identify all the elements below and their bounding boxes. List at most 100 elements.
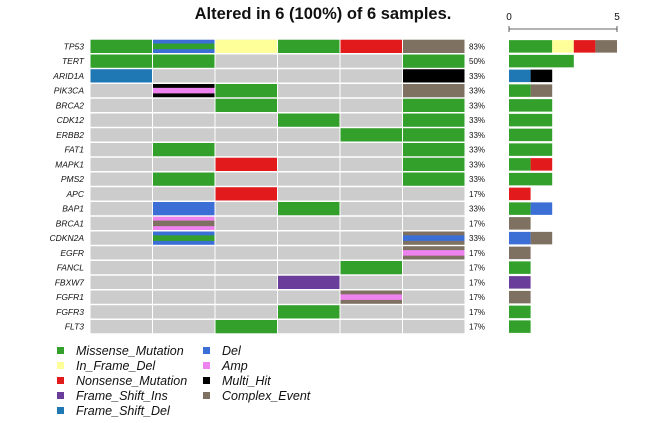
cell-inner-pik3ca-s2-amp <box>153 87 215 94</box>
gene-label-pik3ca: PIK3CA <box>54 86 85 96</box>
cell-tp53-s6-complex-event <box>403 39 465 53</box>
cell-bg-mapk1-s4 <box>278 157 340 171</box>
side-bar-axis: 0 5 <box>506 12 620 32</box>
cell-bg-cdk12-s3 <box>215 113 277 127</box>
cell-bg-mapk1-s2 <box>153 157 215 171</box>
cell-bg-mapk1-s1 <box>90 157 152 171</box>
cell-brca2-s6-missense-mutation <box>403 98 465 112</box>
cell-bg-pms2-s1 <box>90 172 152 186</box>
cell-bg-cdkn2a-s1 <box>90 231 152 245</box>
cell-cdk12-s6-missense-mutation <box>403 113 465 127</box>
gene-label-pms2: PMS2 <box>61 174 84 184</box>
cell-bg-fat1-s4 <box>278 143 340 157</box>
pct-label-mapk1: 33% <box>469 160 485 169</box>
pct-label-brca1: 17% <box>469 219 485 228</box>
cell-fat1-s2-missense-mutation <box>153 143 215 157</box>
legend-swatch-amp <box>203 362 210 369</box>
side-bar-apc-nonsense-mutation <box>509 187 531 201</box>
side-bar-mapk1-missense-mutation <box>509 158 531 171</box>
pct-label-arid1a: 33% <box>469 72 485 81</box>
cell-bg-arid1a-s2 <box>153 69 215 83</box>
cell-fancl-s5-missense-mutation <box>340 261 402 275</box>
pct-label-cdkn2a: 33% <box>469 234 485 243</box>
side-bar-tp53-nonsense-mutation <box>573 40 596 53</box>
legend-swatch-del <box>203 347 210 354</box>
side-bar-flt3-missense-mutation <box>509 320 531 333</box>
cell-erbb2-s5-missense-mutation <box>340 128 402 142</box>
side-axis-tick-label-5: 5 <box>614 12 620 23</box>
cell-bg-erbb2-s2 <box>153 128 215 142</box>
pct-label-fancl: 17% <box>469 264 485 273</box>
pct-label-pik3ca: 33% <box>469 87 485 96</box>
cell-bg-fgfr3-s6 <box>403 305 465 319</box>
cell-pik3ca-s6-complex-event <box>403 84 465 98</box>
gene-label-flt3: FLT3 <box>65 322 84 332</box>
cell-bg-pms2-s4 <box>278 172 340 186</box>
cell-bg-erbb2-s3 <box>215 128 277 142</box>
gene-label-fgfr1: FGFR1 <box>56 292 84 302</box>
legend-swatch-multi-hit <box>203 377 210 384</box>
cell-bg-fat1-s5 <box>340 143 402 157</box>
cell-bg-brca1-s3 <box>215 216 277 230</box>
cell-bg-fancl-s4 <box>278 261 340 275</box>
cell-bg-egfr-s3 <box>215 246 277 260</box>
legend-label-amp: Amp <box>221 359 248 373</box>
cell-bg-tert-s3 <box>215 54 277 68</box>
cell-bg-fgfr3-s2 <box>153 305 215 319</box>
cell-bg-cdk12-s5 <box>340 113 402 127</box>
cell-bg-apc-s4 <box>278 187 340 201</box>
side-bar-cdkn2a-del <box>509 231 531 245</box>
cell-bg-bap1-s5 <box>340 202 402 216</box>
gene-label-egfr: EGFR <box>60 248 84 258</box>
cell-bg-brca2-s1 <box>90 98 152 112</box>
cell-bg-pik3ca-s1 <box>90 84 152 98</box>
cell-bg-egfr-s4 <box>278 246 340 260</box>
cell-bg-fgfr1-s3 <box>215 290 277 304</box>
legend-label-frame-shift-del: Frame_Shift_Del <box>76 404 171 418</box>
side-bar-fgfr1-complex-event <box>509 290 531 304</box>
cell-arid1a-s1-frame-shift-del <box>90 69 152 83</box>
side-bar-egfr-complex-event <box>509 246 531 260</box>
side-bar-pik3ca-missense-mutation <box>509 84 531 97</box>
cell-bg-egfr-s2 <box>153 246 215 260</box>
cell-bg-apc-s1 <box>90 187 152 201</box>
gene-label-fbxw7: FBXW7 <box>55 277 85 287</box>
cell-inner-brca1-s2-complex-event <box>153 220 215 227</box>
legend-swatch-frame-shift-ins <box>57 392 64 399</box>
cell-bg-mapk1-s5 <box>340 157 402 171</box>
cell-pms2-s6-missense-mutation <box>403 172 465 186</box>
cell-inner-cdkn2a-s6-del <box>403 235 465 241</box>
side-bar-tert-missense-mutation <box>509 54 574 68</box>
legend-label-in-frame-del: In_Frame_Del <box>76 359 156 373</box>
cell-bg-brca2-s5 <box>340 98 402 112</box>
cell-tp53-s4-missense-mutation <box>278 39 340 53</box>
cell-bg-fbxw7-s5 <box>340 275 402 289</box>
side-bar-cdkn2a-complex-event <box>530 231 553 245</box>
side-bar-mapk1-nonsense-mutation <box>530 158 553 171</box>
cell-bg-fbxw7-s6 <box>403 275 465 289</box>
cell-bg-cdk12-s1 <box>90 113 152 127</box>
cell-bg-arid1a-s3 <box>215 69 277 83</box>
gene-label-cdk12: CDK12 <box>57 115 85 125</box>
gene-label-tp53: TP53 <box>64 41 85 51</box>
oncoprint-grid <box>90 39 465 334</box>
cell-arid1a-s6-multi-hit <box>403 69 465 83</box>
cell-bg-cdk12-s2 <box>153 113 215 127</box>
gene-label-apc: APC <box>66 189 85 199</box>
cell-bg-flt3-s6 <box>403 320 465 334</box>
cell-bg-apc-s5 <box>340 187 402 201</box>
cell-bg-arid1a-s4 <box>278 69 340 83</box>
cell-bg-bap1-s1 <box>90 202 152 216</box>
cell-bg-erbb2-s4 <box>278 128 340 142</box>
cell-bg-pms2-s5 <box>340 172 402 186</box>
side-bar-tp53-complex-event <box>595 40 617 53</box>
gene-labels: TP53 TERT ARID1A PIK3CA BRCA2 CDK12 ERBB2 FAT1 M… <box>50 41 85 331</box>
legend-label-nonsense-mutation: Nonsense_Mutation <box>76 374 187 388</box>
cell-fbxw7-s4-frame-shift-ins <box>278 275 340 289</box>
cell-bg-cdkn2a-s5 <box>340 231 402 245</box>
cell-bg-fancl-s1 <box>90 261 152 275</box>
cell-mapk1-s3-nonsense-mutation <box>215 157 277 171</box>
cell-inner-tp53-s2-missense-mutation <box>153 43 215 50</box>
side-axis-tick-label-0: 0 <box>506 12 512 23</box>
gene-label-erbb2: ERBB2 <box>56 130 84 140</box>
